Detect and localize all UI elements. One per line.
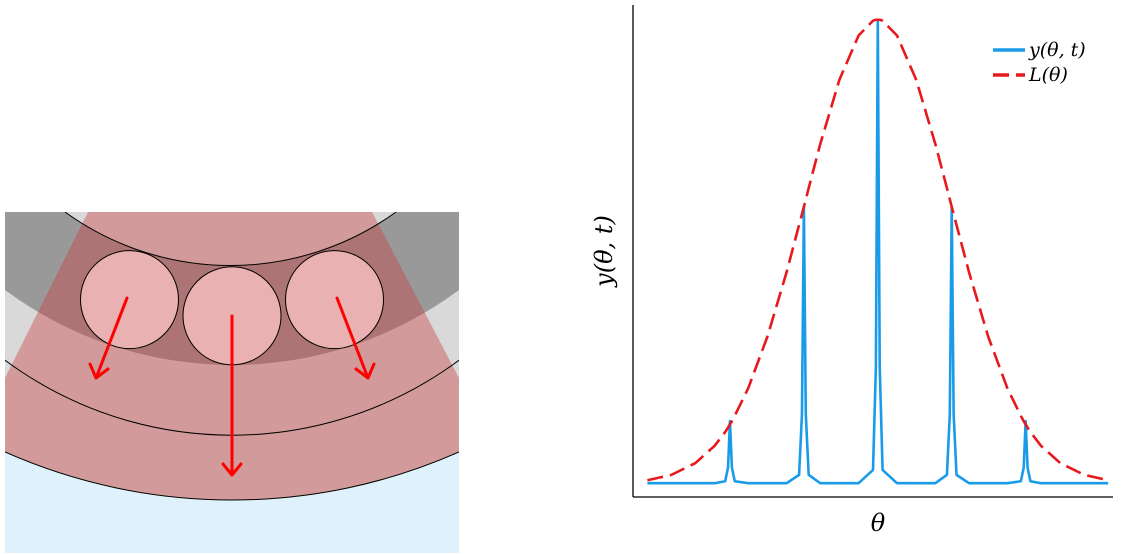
ball <box>285 250 384 349</box>
lower-region <box>5 452 459 553</box>
ring-edge <box>64 212 397 267</box>
bearing-diagram <box>5 212 459 553</box>
ball <box>80 250 179 349</box>
ball-outline <box>285 250 384 350</box>
series-line <box>647 18 1109 485</box>
force-arrow <box>335 296 376 380</box>
force-arrow <box>221 314 243 477</box>
ball-outline <box>80 250 179 350</box>
y-axis-label: y(θ, t) <box>590 215 618 288</box>
legend-label: y(θ, t) <box>1028 39 1086 61</box>
force-arrow <box>88 296 129 380</box>
region-edge <box>5 451 459 501</box>
series-line <box>647 18 1109 482</box>
legend-label: L(θ) <box>1028 64 1068 86</box>
x-axis-label: θ <box>871 509 886 537</box>
